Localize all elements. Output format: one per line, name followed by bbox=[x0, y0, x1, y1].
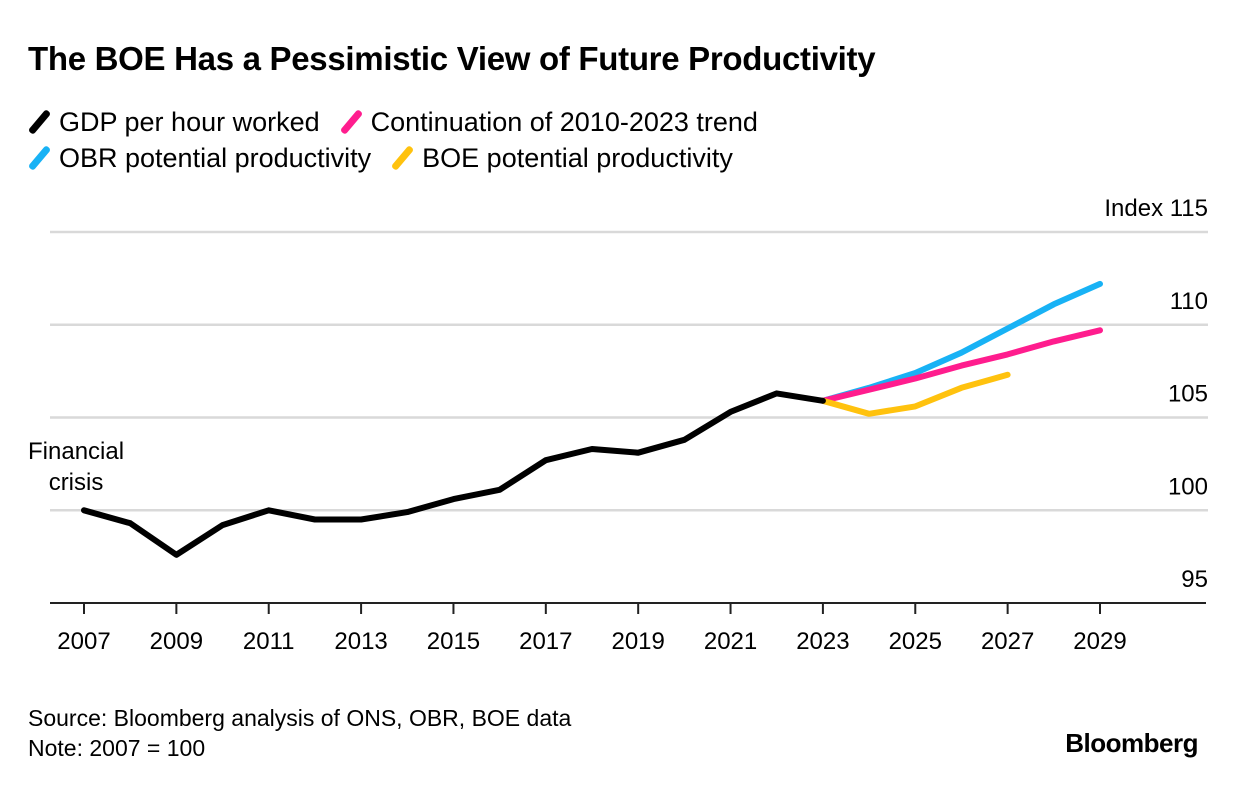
legend-item-gdp: GDP per hour worked bbox=[27, 104, 320, 140]
boe-productivity-line bbox=[819, 371, 1011, 417]
y-tick-label-95: 95 bbox=[1181, 566, 1208, 593]
x-tick-label-2013: 2013 bbox=[334, 628, 387, 655]
source-note: Source: Bloomberg analysis of ONS, OBR, … bbox=[28, 705, 572, 731]
y-tick-label-100: 100 bbox=[1168, 473, 1208, 500]
annotation-line-2: crisis bbox=[48, 469, 104, 496]
legend-item-trend: Continuation of 2010-2023 trend bbox=[339, 104, 758, 140]
legend-item-boe: BOE potential productivity bbox=[390, 140, 733, 176]
financial-crisis-annotation: Financial crisis bbox=[28, 436, 124, 498]
legend-item-obr: OBR potential productivity bbox=[27, 140, 372, 176]
y-tick-label-105: 105 bbox=[1168, 381, 1208, 408]
x-tick-label-2029: 2029 bbox=[1073, 628, 1126, 655]
x-tick-label-2023: 2023 bbox=[796, 628, 849, 655]
x-tick-label-2007: 2007 bbox=[57, 628, 110, 655]
bloomberg-logo: Bloomberg bbox=[1065, 728, 1198, 758]
y-tick-label-115: Index 115 bbox=[1104, 195, 1208, 222]
x-tick-label-2017: 2017 bbox=[519, 628, 572, 655]
gridlines bbox=[50, 230, 1208, 512]
footer: Source: Bloomberg analysis of ONS, OBR, … bbox=[28, 703, 571, 763]
x-tick-label-2027: 2027 bbox=[981, 628, 1034, 655]
x-tick-label-2019: 2019 bbox=[611, 628, 664, 655]
legend-label-gdp: GDP per hour worked bbox=[59, 107, 320, 137]
annotation-line-1: Financial bbox=[28, 438, 125, 465]
x-axis: 2007 2009 2011 2013 2015 2017 2019 2021 2023 2025… bbox=[50, 602, 1206, 655]
x-tick-label-2021: 2021 bbox=[704, 628, 757, 655]
trend-continuation-line bbox=[819, 327, 1103, 404]
gdp-per-hour-line bbox=[81, 390, 826, 558]
legend-label-trend: Continuation of 2010-2023 trend bbox=[370, 107, 758, 137]
x-tick-label-2011: 2011 bbox=[243, 628, 295, 655]
x-tick-label-2009: 2009 bbox=[150, 628, 203, 655]
legend-label-boe: BOE potential productivity bbox=[422, 143, 733, 173]
legend-label-obr: OBR potential productivity bbox=[59, 143, 372, 173]
legend: GDP per hour worked Continuation of 2010… bbox=[27, 104, 778, 176]
legend-row-2: OBR potential productivity BOE potential… bbox=[27, 140, 778, 176]
index-note: Note: 2007 = 100 bbox=[28, 735, 206, 761]
x-tick-label-2015: 2015 bbox=[427, 628, 480, 655]
y-axis-labels: 95 100 105 110 Index 115 bbox=[1104, 195, 1208, 593]
x-tick-label-2025: 2025 bbox=[889, 628, 942, 655]
legend-row-1: GDP per hour worked Continuation of 2010… bbox=[27, 104, 778, 140]
chart-title: The BOE Has a Pessimistic View of Future… bbox=[28, 40, 876, 77]
y-tick-label-110: 110 bbox=[1170, 288, 1208, 315]
series-lines bbox=[81, 280, 1103, 558]
